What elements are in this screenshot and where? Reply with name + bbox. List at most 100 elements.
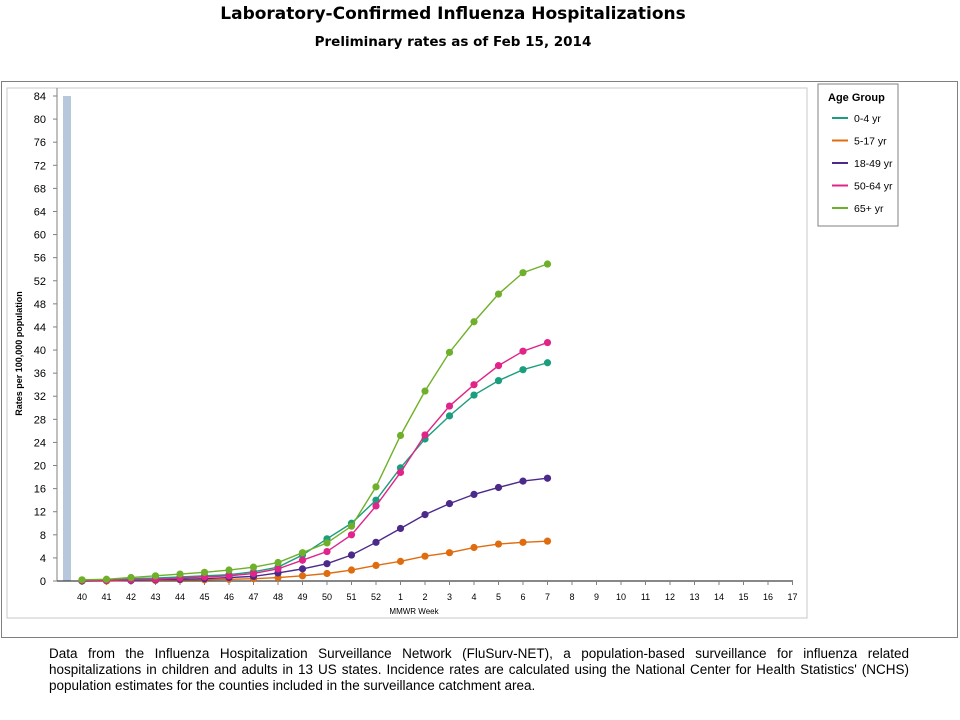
- x-tick-label: 43: [150, 592, 160, 602]
- y-tick-label: 12: [34, 507, 46, 519]
- data-point: [494, 290, 503, 298]
- chart-title: Laboratory-Confirmed Influenza Hospitali…: [220, 4, 686, 24]
- y-tick-label: 48: [34, 299, 46, 311]
- data-point: [298, 549, 307, 557]
- data-point: [519, 538, 527, 546]
- data-point: [249, 569, 258, 578]
- x-tick-label: 46: [224, 592, 234, 602]
- data-point: [396, 431, 405, 440]
- data-point: [347, 522, 356, 530]
- x-tick-label: 8: [569, 592, 574, 602]
- x-tick-label: 10: [616, 592, 626, 602]
- x-tick-label: 12: [665, 592, 675, 602]
- data-point: [298, 556, 307, 564]
- data-point: [372, 561, 380, 570]
- series-line-50-64 yr: [82, 341, 548, 582]
- y-tick-label: 76: [34, 137, 46, 149]
- data-point: [543, 359, 552, 367]
- data-point: [421, 552, 429, 560]
- data-point: [543, 338, 552, 347]
- data-point: [225, 566, 233, 574]
- x-axis-title: MMWR Week: [389, 607, 439, 616]
- data-point: [78, 576, 86, 584]
- data-point: [323, 560, 331, 568]
- data-point: [445, 500, 454, 508]
- x-tick-label: 7: [545, 592, 550, 602]
- x-tick-label: 48: [273, 592, 283, 602]
- data-point: [494, 540, 503, 548]
- data-point: [494, 377, 503, 385]
- data-point: [323, 547, 331, 556]
- data-point: [372, 496, 380, 504]
- y-axis-title: Rates per 100,000 population: [14, 291, 24, 416]
- data-point: [249, 563, 258, 571]
- data-point: [543, 474, 552, 482]
- data-point: [421, 387, 429, 395]
- series-line-0-4 yr: [81, 362, 548, 582]
- x-tick-label: 11: [641, 592, 650, 602]
- y-tick-label: 20: [34, 461, 46, 473]
- y-tick-label: 4: [40, 553, 46, 565]
- data-point: [176, 570, 184, 578]
- data-point: [274, 565, 282, 573]
- data-point: [445, 549, 454, 557]
- data-point: [543, 260, 552, 268]
- y-tick-label: 28: [34, 414, 46, 426]
- x-tick-label: 4: [471, 592, 476, 602]
- x-tick-label: 42: [126, 592, 136, 602]
- x-tick-label: 13: [689, 592, 699, 602]
- chart-subtitle: Preliminary rates as of Feb 15, 2014: [314, 34, 592, 50]
- x-tick-label: 50: [322, 592, 332, 602]
- data-point: [494, 483, 503, 492]
- footer-note: Data from the Influenza Hospitalization …: [49, 646, 909, 693]
- y-tick-label: 24: [34, 437, 46, 449]
- data-point: [543, 537, 552, 545]
- data-point: [225, 572, 233, 580]
- y-tick-label: 16: [34, 484, 46, 496]
- x-tick-label: 52: [371, 592, 381, 602]
- data-point: [445, 348, 454, 356]
- y-tick-label: 72: [34, 160, 46, 172]
- x-tick-label: 41: [101, 592, 111, 602]
- data-point: [421, 511, 429, 519]
- x-tick-label: 16: [763, 592, 773, 602]
- data-point: [200, 568, 209, 576]
- data-point: [274, 558, 282, 567]
- legend-box: [817, 83, 899, 227]
- y-tick-label: 36: [34, 368, 46, 380]
- data-point: [347, 531, 356, 539]
- data-point: [323, 539, 331, 547]
- x-tick-label: 45: [199, 592, 209, 602]
- data-point: [298, 572, 307, 580]
- data-point: [470, 391, 478, 399]
- data-point: [519, 347, 527, 355]
- data-point: [396, 557, 405, 565]
- x-tick-label: 44: [175, 592, 185, 602]
- y-tick-label: 44: [34, 322, 46, 334]
- data-point: [519, 477, 527, 485]
- data-point: [298, 565, 307, 573]
- legend-label: 18-49 yr: [854, 158, 893, 170]
- x-tick-label: 51: [346, 592, 356, 602]
- y-tick-label: 80: [34, 114, 46, 126]
- y-tick-label: 68: [34, 183, 46, 195]
- x-tick-label: 1: [398, 592, 403, 602]
- x-tick-label: 2: [422, 592, 427, 602]
- x-tick-label: 17: [787, 592, 797, 602]
- legend-label: 65+ yr: [854, 203, 884, 215]
- data-point: [127, 573, 135, 582]
- series-line-65+ yr: [81, 263, 548, 581]
- data-point: [470, 543, 478, 552]
- legend-label: 0-4 yr: [854, 113, 881, 125]
- chart-frame: [1, 81, 958, 638]
- data-point: [372, 483, 380, 491]
- y-tick-label: 60: [34, 230, 46, 242]
- y-tick-label: 64: [34, 206, 46, 218]
- data-point: [102, 575, 111, 583]
- data-point: [494, 362, 503, 370]
- data-point: [347, 551, 356, 559]
- x-tick-label: 5: [496, 592, 501, 602]
- legend-title: Age Group: [828, 92, 885, 104]
- series-line-18-49 yr: [81, 477, 548, 582]
- season-start-band: [63, 96, 71, 581]
